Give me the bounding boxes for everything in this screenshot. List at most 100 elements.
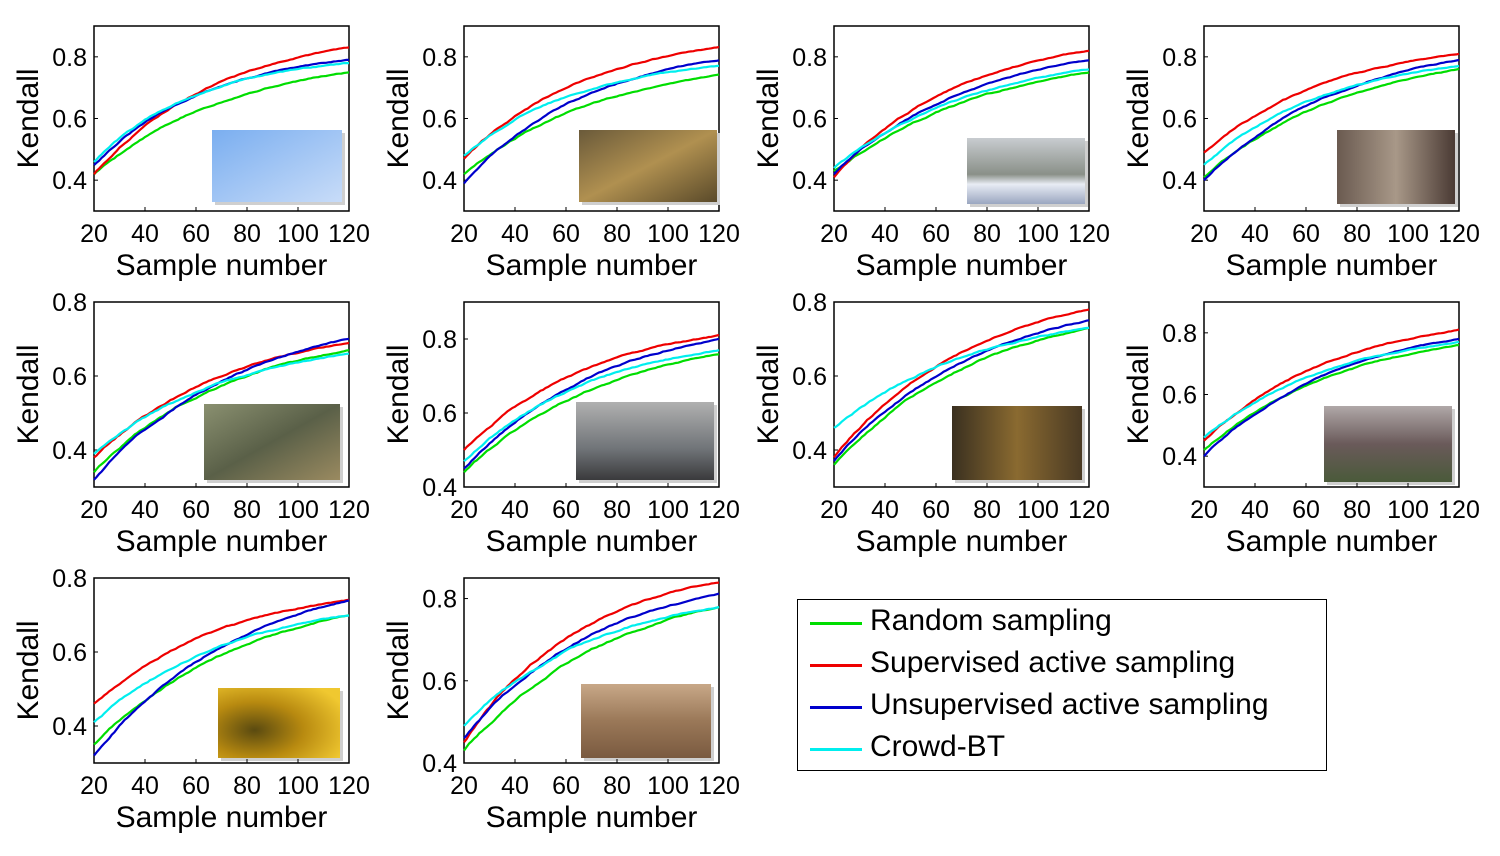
series-line-unsupervised-active-sampling	[93, 599, 350, 757]
y-axis-label: Kendall	[382, 620, 415, 720]
thumbnail-image-tractor-field	[581, 684, 711, 758]
series-line-unsupervised-active-sampling	[463, 592, 720, 739]
panel-8-thumbnail	[1324, 406, 1455, 485]
series-line-supervised-active-sampling	[833, 308, 1090, 459]
series-line-crowd-bt	[463, 349, 720, 463]
x-tick-label: 120	[328, 772, 370, 800]
panel-2-thumbnail	[579, 130, 720, 205]
y-axis-label: Kendall	[752, 344, 785, 444]
x-tick-label: 40	[131, 220, 159, 248]
x-tick-label: 100	[1387, 220, 1429, 248]
x-tick-label: 120	[1438, 220, 1480, 248]
series-line-unsupervised-active-sampling	[463, 337, 720, 470]
x-tick-label: 80	[603, 772, 631, 800]
series-line-random-sampling	[1203, 344, 1460, 451]
y-tick-label: 0.4	[422, 167, 457, 195]
y-axis-label: Kendall	[1122, 344, 1155, 444]
series-line-crowd-bt	[93, 614, 350, 723]
x-tick-label: 80	[1343, 220, 1371, 248]
x-tick-label: 20	[1190, 496, 1218, 524]
series-line-supervised-active-sampling	[833, 49, 1090, 179]
x-tick-label: 80	[233, 496, 261, 524]
x-tick-label: 100	[647, 220, 689, 248]
x-tick-label: 60	[922, 220, 950, 248]
x-tick-label: 20	[450, 772, 478, 800]
panel-10-thumbnail	[581, 684, 714, 761]
x-tick-label: 120	[328, 496, 370, 524]
x-tick-label: 60	[552, 772, 580, 800]
y-tick-label: 0.8	[792, 44, 827, 72]
series-line-crowd-bt	[1203, 340, 1460, 439]
x-tick-label: 120	[698, 772, 740, 800]
x-tick-label: 120	[698, 220, 740, 248]
panel-6: 20 40 60 80 100 120 0.4 0.6 0.8 Sample number Kend…	[382, 301, 740, 558]
legend-label-crowd-bt: Crowd-BT	[870, 730, 1006, 763]
y-tick-label: 0.8	[1162, 320, 1197, 348]
x-tick-label: 40	[501, 772, 529, 800]
y-axis-label: Kendall	[12, 344, 45, 444]
x-tick-label: 80	[973, 220, 1001, 248]
series-line-supervised-active-sampling	[93, 598, 350, 705]
x-axis-label: Sample number	[116, 525, 328, 558]
thumbnail-image-rail-yard	[1324, 406, 1452, 482]
x-tick-label: 80	[233, 772, 261, 800]
series-line-random-sampling	[93, 614, 350, 746]
thumbnail-image-golden-rubble	[579, 130, 717, 202]
y-tick-label: 0.6	[52, 106, 87, 134]
x-axis-label: Sample number	[486, 249, 698, 282]
y-tick-label: 0.6	[422, 106, 457, 134]
legend-label-random: Random sampling	[870, 604, 1112, 637]
thumbnail-image-street-cars	[576, 402, 714, 480]
x-tick-label: 20	[80, 496, 108, 524]
x-tick-label: 100	[1387, 496, 1429, 524]
series-line-crowd-bt	[463, 64, 720, 157]
legend: Random sampling Supervised active sampli…	[797, 599, 1327, 771]
x-axis-label: Sample number	[856, 249, 1068, 282]
panel-3: 20 40 60 80 100 120 0.4 0.6 0.8 Sample number Kend…	[752, 25, 1110, 282]
legend-swatch-crowd-bt	[810, 748, 862, 751]
y-tick-label: 0.8	[792, 289, 827, 317]
legend-swatch-random	[810, 622, 862, 625]
x-tick-label: 40	[871, 496, 899, 524]
legend-swatch-unsupervised	[810, 706, 862, 709]
x-tick-label: 20	[80, 772, 108, 800]
panel-3-thumbnail	[967, 138, 1088, 207]
y-tick-label: 0.8	[422, 44, 457, 72]
series-line-crowd-bt	[463, 605, 720, 727]
legend-entry-supervised: Supervised active sampling	[798, 644, 1326, 684]
x-tick-label: 20	[1190, 220, 1218, 248]
x-tick-label: 80	[603, 496, 631, 524]
thumbnail-image-sunflower-bee	[218, 688, 340, 758]
x-tick-label: 40	[131, 772, 159, 800]
x-axis-label: Sample number	[116, 801, 328, 834]
y-axis-label: Kendall	[382, 344, 415, 444]
series-line-random-sampling	[463, 353, 720, 474]
series-line-random-sampling	[833, 71, 1090, 172]
x-tick-label: 60	[182, 220, 210, 248]
x-tick-label: 40	[501, 496, 529, 524]
y-axis-label: Kendall	[752, 68, 785, 168]
x-tick-label: 40	[1241, 220, 1269, 248]
y-axis-label: Kendall	[382, 68, 415, 168]
series-line-crowd-bt	[1203, 64, 1460, 166]
y-tick-label: 0.8	[52, 44, 87, 72]
panel-10: 20 40 60 80 100 120 0.4 0.6 0.8 Sample number Kend…	[382, 577, 740, 834]
y-axis-label: Kendall	[12, 68, 45, 168]
x-tick-label: 40	[1241, 496, 1269, 524]
series-line-random-sampling	[833, 326, 1090, 466]
x-tick-label: 120	[698, 496, 740, 524]
y-tick-label: 0.4	[52, 437, 87, 465]
x-tick-label: 100	[1017, 220, 1059, 248]
panel-4: 20 40 60 80 100 120 0.4 0.6 0.8 Sample number Kend…	[1122, 25, 1480, 282]
y-tick-label: 0.6	[792, 106, 827, 134]
x-tick-label: 80	[603, 220, 631, 248]
x-tick-label: 100	[277, 220, 319, 248]
x-tick-label: 60	[552, 220, 580, 248]
y-tick-label: 0.4	[52, 167, 87, 195]
x-tick-label: 120	[328, 220, 370, 248]
x-tick-label: 100	[277, 772, 319, 800]
x-tick-label: 120	[1438, 496, 1480, 524]
panel-9: 20 40 60 80 100 120 0.4 0.6 0.8 Sample number Kend…	[12, 565, 370, 834]
x-tick-label: 100	[647, 772, 689, 800]
panel-5-thumbnail	[204, 404, 343, 483]
